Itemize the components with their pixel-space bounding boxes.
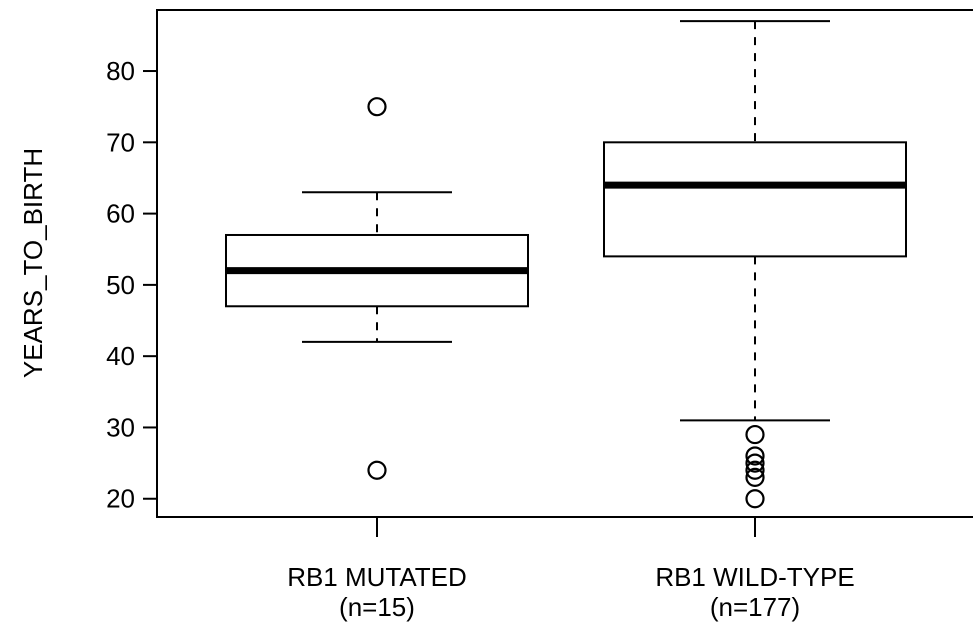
y-axis: 20 30 40 50 60 70 80 [106, 56, 157, 514]
outlier-point [745, 446, 765, 466]
outlier-point [745, 453, 765, 473]
y-tick-label: 60 [106, 199, 135, 229]
x-axis: RB1 MUTATED(n=15) RB1 WILD-TYPE(n=177) [287, 517, 855, 622]
x-tick-label: RB1 MUTATED [287, 562, 467, 592]
plot-border [156, 9, 973, 518]
box-series [225, 20, 907, 509]
x-count-label: (n=177) [710, 592, 800, 622]
box-group [603, 20, 907, 509]
box-group [225, 97, 529, 480]
y-tick-label: 70 [106, 127, 135, 157]
y-tick-label: 40 [106, 341, 135, 371]
iqr-box [603, 141, 907, 258]
outlier-point [745, 467, 765, 487]
y-tick-label: 50 [106, 270, 135, 300]
plot-frame [156, 9, 973, 518]
outlier-point [745, 460, 765, 480]
outlier-point [367, 97, 387, 117]
y-tick-label: 30 [106, 412, 135, 442]
y-axis-title: YEARS_TO_BIRTH [18, 148, 48, 378]
y-tick-label: 20 [106, 484, 135, 514]
x-tick-label: RB1 WILD-TYPE [655, 562, 854, 592]
x-count-label: (n=15) [339, 592, 415, 622]
outlier-point [745, 489, 765, 509]
outlier-point [745, 424, 765, 445]
y-tick-label: 80 [106, 56, 135, 86]
outlier-point [367, 460, 387, 480]
